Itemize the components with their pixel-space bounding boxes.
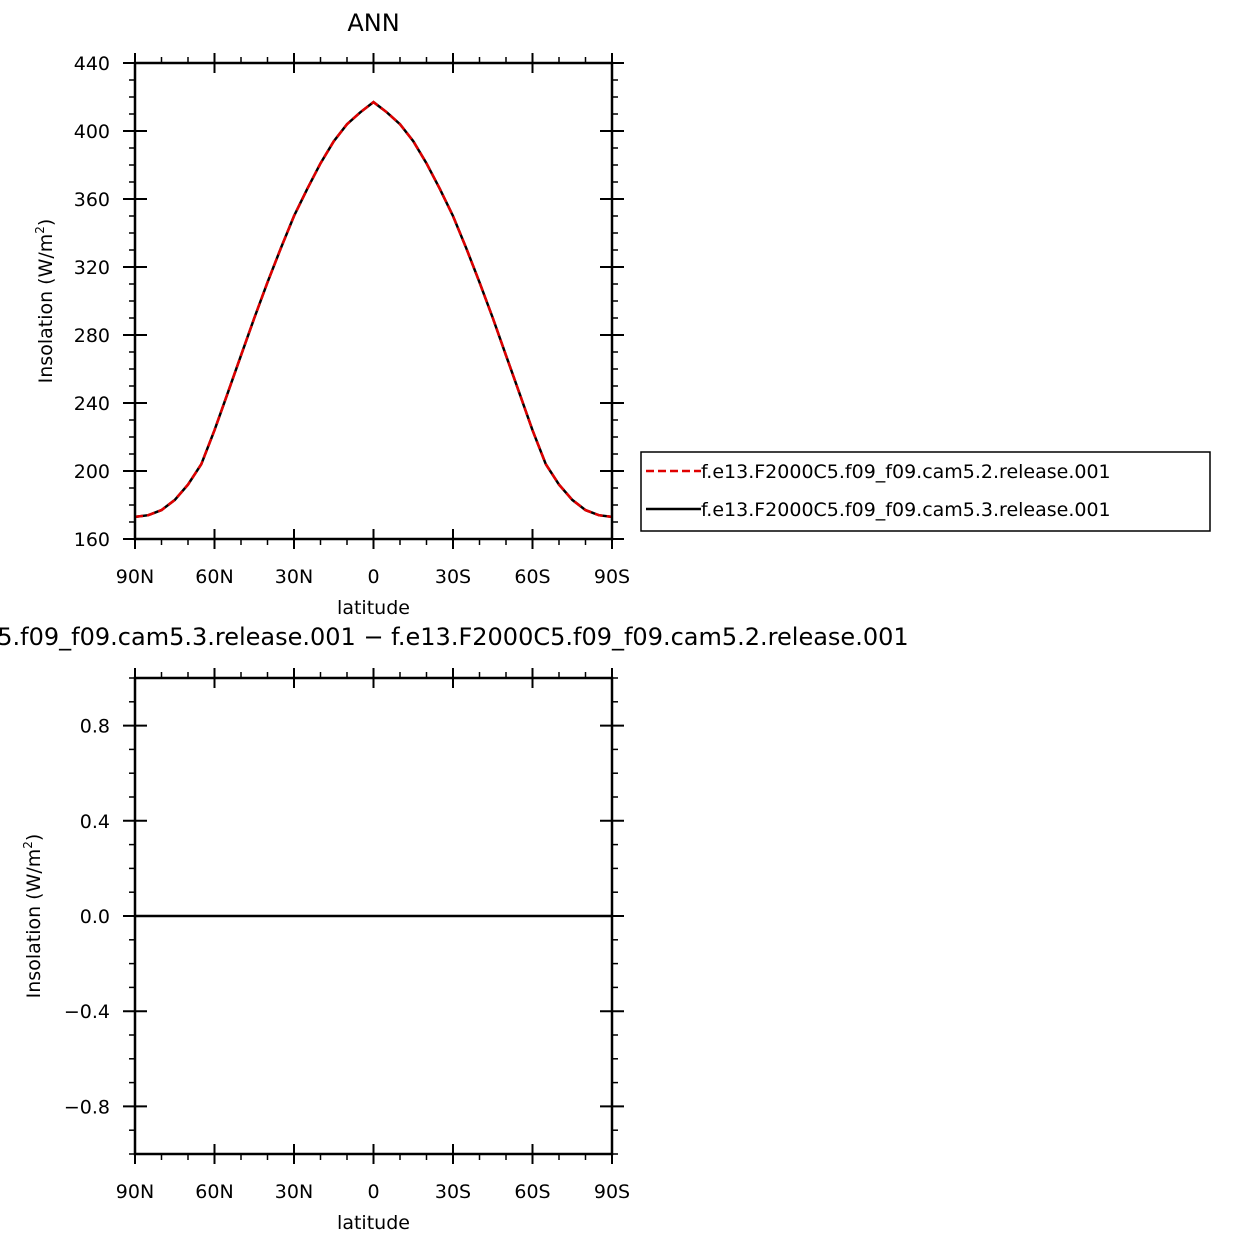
x-axis-label: latitude xyxy=(337,1212,410,1234)
y-tick-label: 200 xyxy=(74,461,110,483)
y-tick-label: 440 xyxy=(74,53,110,75)
series-line-1 xyxy=(134,100,613,519)
y-tick-label: 360 xyxy=(74,189,110,211)
y-tick-label: 320 xyxy=(74,257,110,279)
series-line-2 xyxy=(134,100,613,519)
y-axis-label-suffix: ) xyxy=(23,834,45,841)
y-tick-label: 160 xyxy=(74,529,110,551)
y-tick-label: −0.4 xyxy=(64,1001,110,1023)
x-tick-label: 90N xyxy=(116,1181,154,1203)
y-tick-label: 0.4 xyxy=(80,811,110,833)
x-tick-label: 30N xyxy=(275,1181,313,1203)
y-axis-label-sup: 2 xyxy=(21,841,35,849)
x-tick-label: 60N xyxy=(195,1181,233,1203)
x-tick-label: 90S xyxy=(594,1181,630,1203)
insolation-chart: ANN 90N 60N 30N 0 30S 60S 90S 160 200 240 280 320 360… xyxy=(33,9,1211,619)
x-tick-label: 60S xyxy=(514,1181,550,1203)
x-axis-label: latitude xyxy=(337,597,410,619)
plot-frame xyxy=(133,61,614,541)
chart-title: ANN xyxy=(347,9,399,37)
x-tick-label: 0 xyxy=(367,566,379,588)
x-tick-label: 30S xyxy=(435,566,471,588)
x-tick-label: 90S xyxy=(594,566,630,588)
x-tick-label: 30S xyxy=(435,1181,471,1203)
y-axis-label-main: Insolation (W/m xyxy=(23,849,45,999)
y-axis-label: Insolation (W/m2) xyxy=(33,219,57,384)
legend-label-1: f.e13.F2000C5.f09_f09.cam5.2.release.001 xyxy=(701,461,1111,483)
y-tick-label: 0.0 xyxy=(80,906,110,928)
difference-chart: f.e13.F2000C5.f09_f09.cam5.3.release.001… xyxy=(0,623,909,1234)
legend-label-2: f.e13.F2000C5.f09_f09.cam5.3.release.001 xyxy=(701,499,1111,521)
x-tick-label: 0 xyxy=(367,1181,379,1203)
y-axis-label-suffix: ) xyxy=(35,219,57,226)
y-tick-label: 280 xyxy=(74,325,110,347)
y-tick-label: 240 xyxy=(74,393,110,415)
legend: f.e13.F2000C5.f09_f09.cam5.2.release.001… xyxy=(640,451,1211,532)
x-tick-label: 90N xyxy=(116,566,154,588)
legend-box xyxy=(640,451,1211,532)
y-axis-label-sup: 2 xyxy=(33,226,47,234)
y-tick-label: −0.8 xyxy=(64,1096,110,1118)
x-tick-label: 60N xyxy=(195,566,233,588)
y-axis-label-main: Insolation (W/m xyxy=(35,234,57,384)
chart-title: f.e13.F2000C5.f09_f09.cam5.3.release.001… xyxy=(0,623,909,651)
x-tick-label: 60S xyxy=(514,566,550,588)
y-tick-label: 400 xyxy=(74,121,110,143)
x-tick-label: 30N xyxy=(275,566,313,588)
y-axis-label: Insolation (W/m2) xyxy=(21,834,45,999)
y-tick-label: 0.8 xyxy=(80,716,110,738)
